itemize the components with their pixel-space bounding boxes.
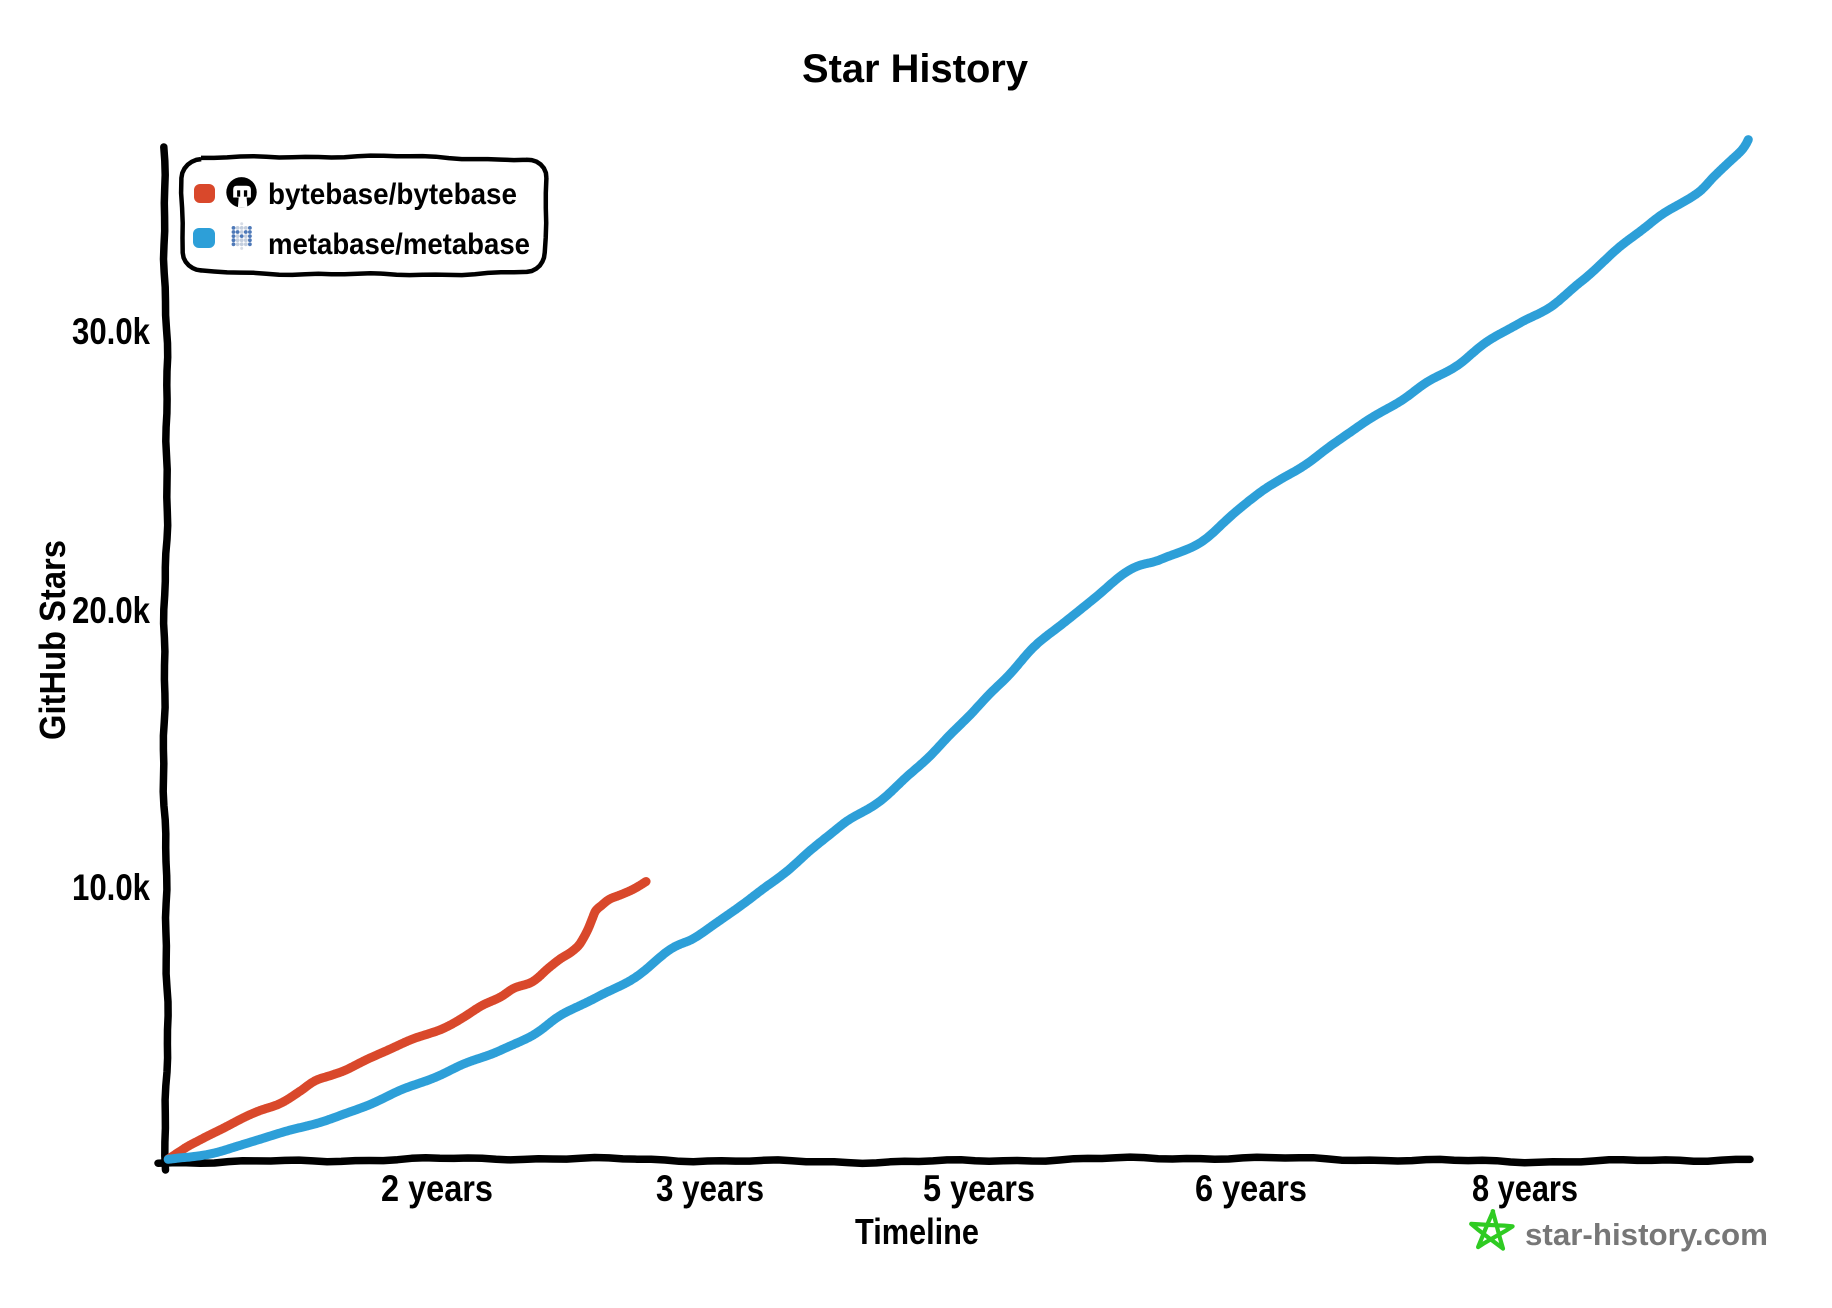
svg-text:GitHub Stars: GitHub Stars xyxy=(32,540,73,740)
svg-text:6 years: 6 years xyxy=(1195,1168,1307,1209)
svg-text:star-history.com: star-history.com xyxy=(1525,1217,1768,1252)
svg-text:bytebase/bytebase: bytebase/bytebase xyxy=(268,178,517,211)
svg-text:2 years: 2 years xyxy=(381,1168,493,1209)
svg-text:30.0k: 30.0k xyxy=(72,311,150,352)
svg-text:Star History: Star History xyxy=(802,47,1029,91)
svg-text:Timeline: Timeline xyxy=(855,1211,979,1252)
svg-text:10.0k: 10.0k xyxy=(72,867,150,908)
svg-text:3 years: 3 years xyxy=(656,1168,764,1209)
svg-text:8 years: 8 years xyxy=(1472,1168,1578,1209)
svg-text:20.0k: 20.0k xyxy=(72,590,150,631)
svg-text:metabase/metabase: metabase/metabase xyxy=(268,228,530,261)
svg-text:5 years: 5 years xyxy=(923,1168,1035,1209)
